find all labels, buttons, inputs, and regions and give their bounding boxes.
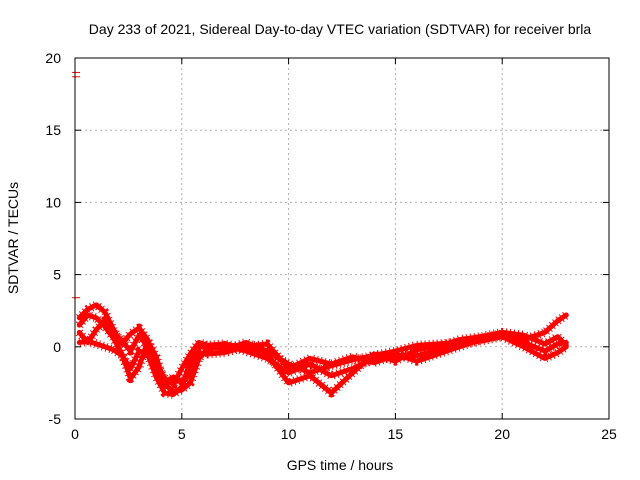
- data-layer: [72, 71, 570, 399]
- y-tick-label: -5: [49, 411, 62, 427]
- chart-title: Day 233 of 2021, Sidereal Day-to-day VTE…: [89, 21, 592, 37]
- axis-ticks: 0 5 10 15 20 25 -5 0 5 10 15 20: [45, 50, 617, 442]
- plot-frame: [74, 57, 610, 420]
- x-tick-label: 10: [281, 426, 297, 442]
- x-tick-label: 25: [601, 426, 617, 442]
- y-tick-label: 10: [45, 194, 61, 210]
- y-tick-label: 0: [53, 339, 61, 355]
- x-axis-label: GPS time / hours: [287, 457, 394, 473]
- series-errorbars-track-4: [75, 316, 569, 389]
- x-tick-label: 20: [494, 426, 510, 442]
- y-axis-label: SDTVAR / TECUs: [5, 182, 21, 294]
- x-tick-label: 5: [178, 426, 186, 442]
- y-tick-label: 5: [53, 267, 61, 283]
- x-tick-label: 15: [388, 426, 404, 442]
- series-line-track-3: [76, 329, 569, 397]
- y-tick-label: 20: [45, 50, 61, 66]
- x-tick-label: 0: [71, 426, 79, 442]
- y-tick-label: 15: [45, 122, 61, 138]
